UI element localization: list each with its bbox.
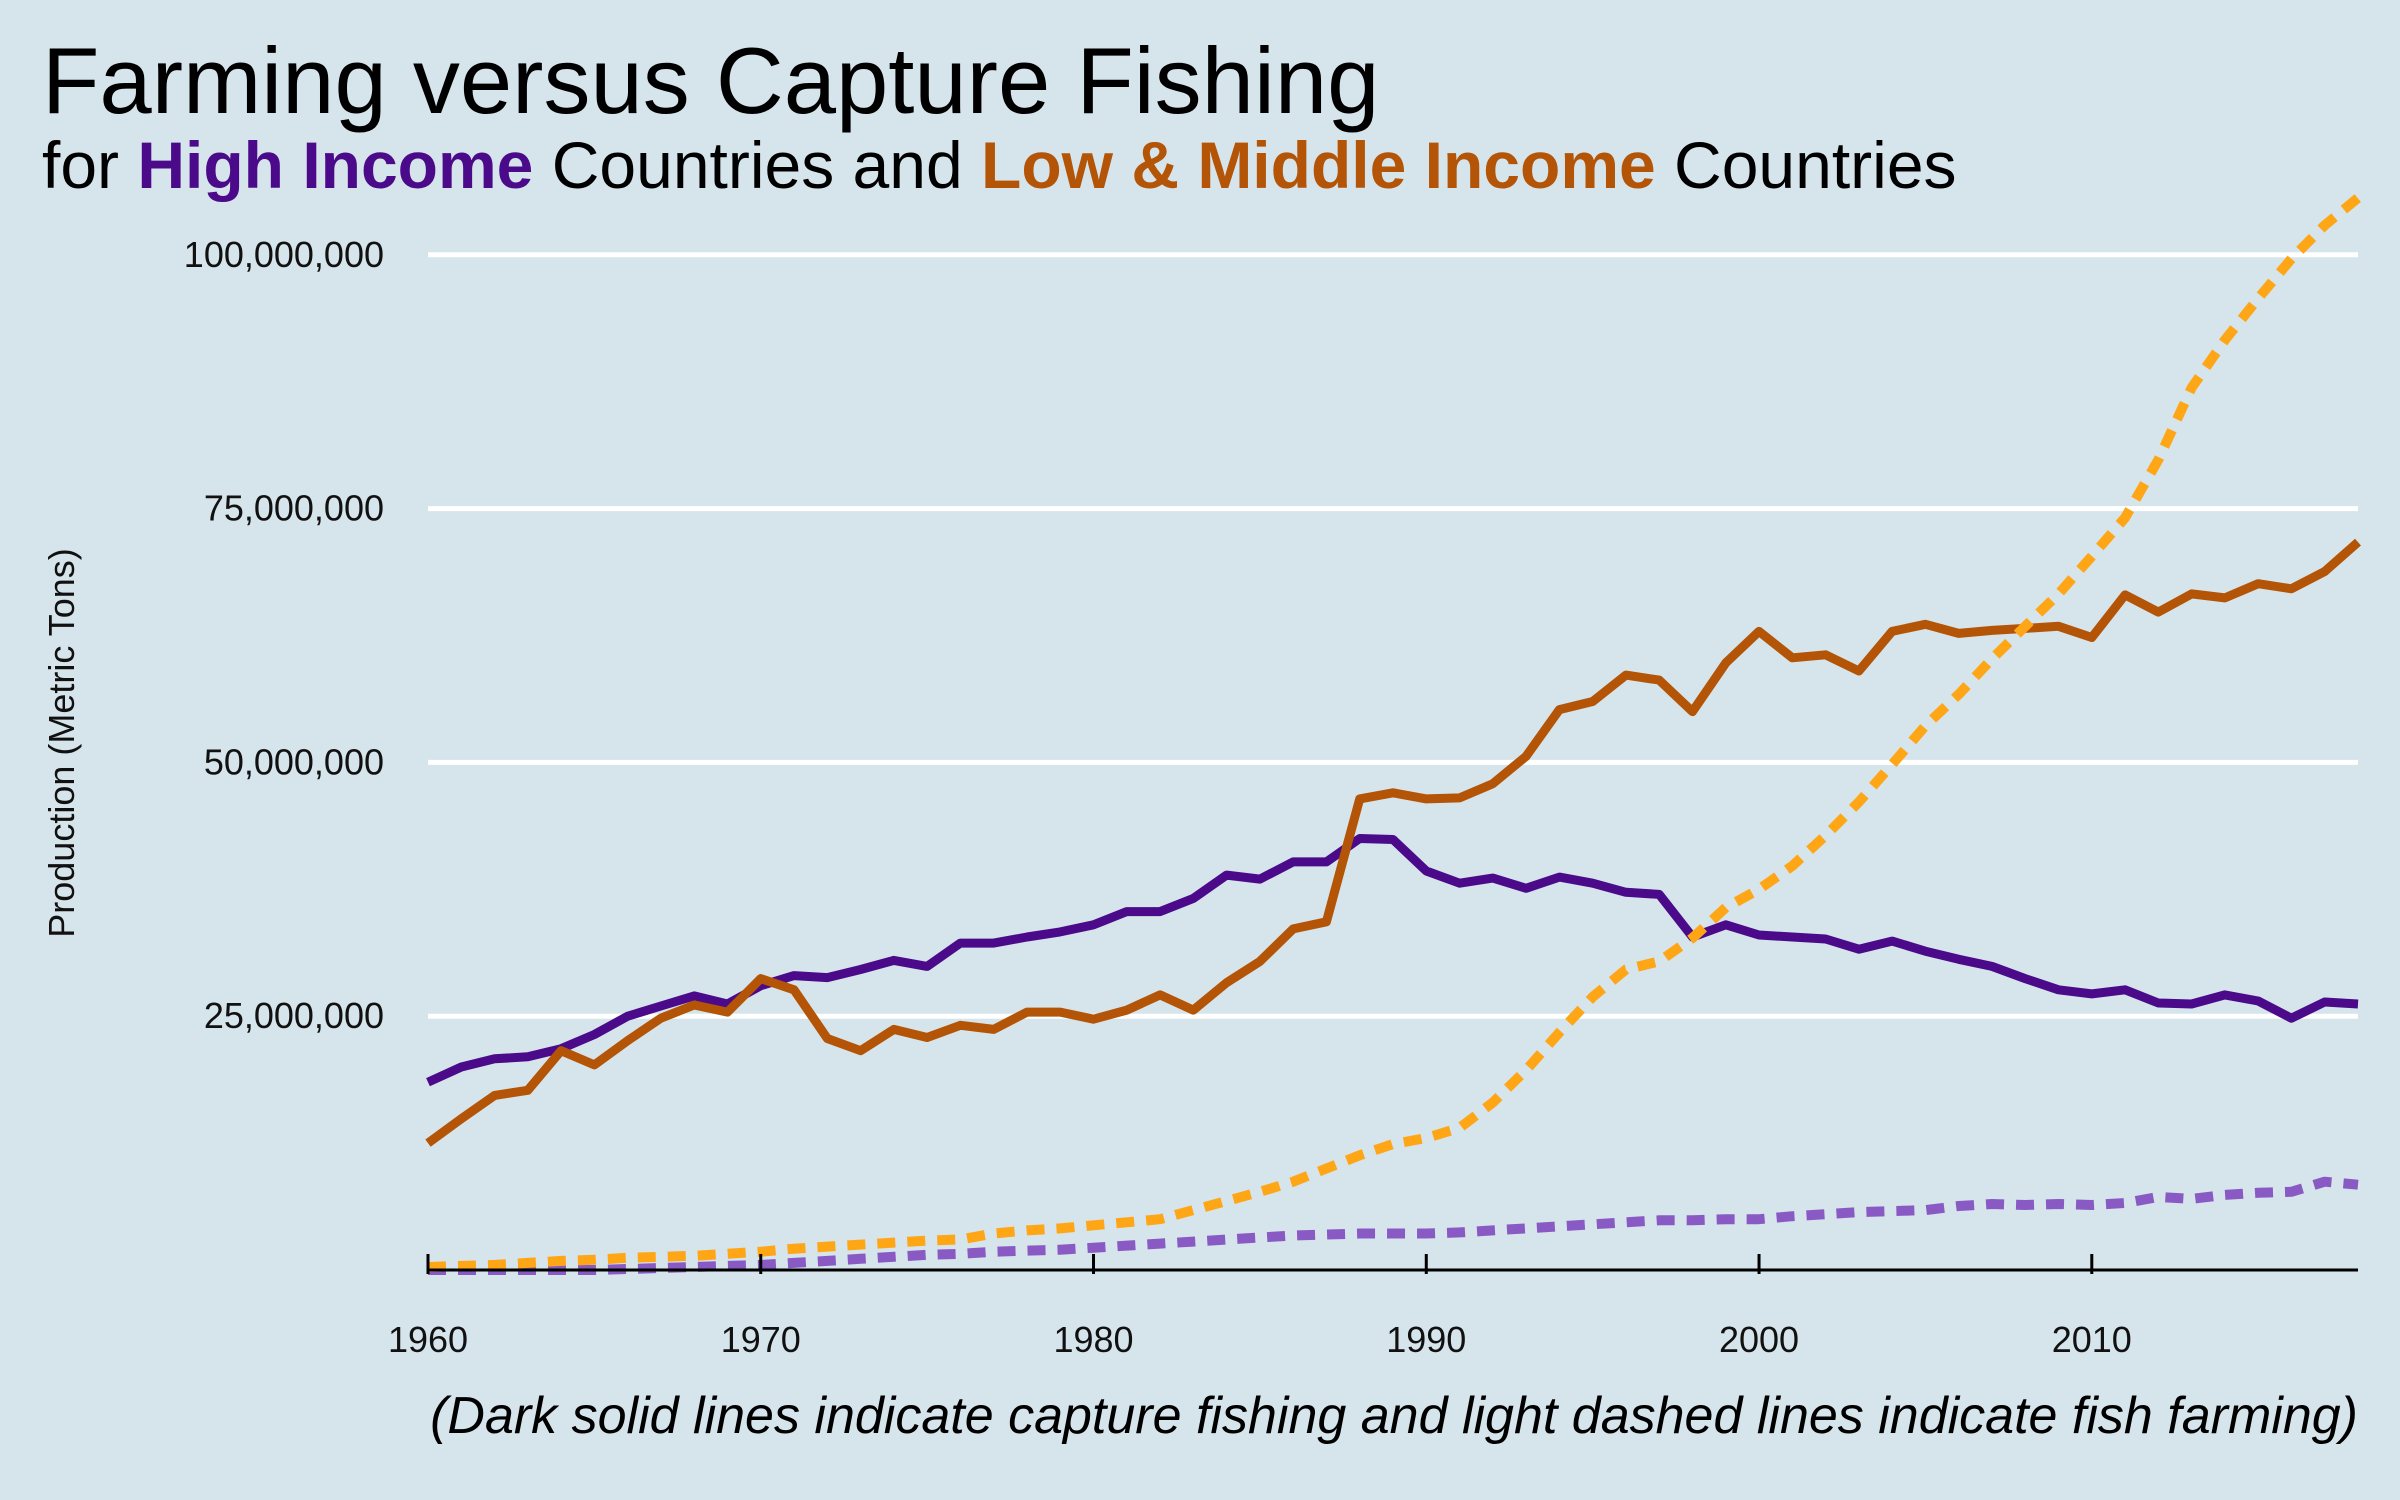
- y-tick-label: 50,000,000: [204, 741, 384, 782]
- subtitle-middle: Countries and: [533, 128, 982, 202]
- subtitle-suffix: Countries: [1655, 128, 1957, 202]
- y-tick-label: 25,000,000: [204, 995, 384, 1036]
- x-tick-label: 1970: [721, 1319, 801, 1360]
- series-low-middle-income-farming-line: [427, 194, 2362, 1272]
- chart-caption: (Dark solid lines indicate capture fishi…: [430, 1387, 2358, 1445]
- series-high-income-capture-line: [426, 834, 2359, 1087]
- x-tick-label: 2000: [1719, 1319, 1799, 1360]
- x-tick-label: 1980: [1053, 1319, 1133, 1360]
- chart-subtitle: for High Income Countries and Low & Midd…: [42, 132, 1957, 198]
- x-tick-label: 2010: [2052, 1319, 2132, 1360]
- subtitle-high-income: High Income: [137, 128, 534, 202]
- y-axis-tick-labels: 25,000,000 50,000,000 75,000,000 100,000,00…: [184, 234, 384, 1036]
- y-axis-label: Production (Metric Tons): [41, 548, 82, 937]
- chart-title: Farming versus Capture Fishing: [42, 28, 1380, 133]
- series-lines: [425, 194, 2362, 1275]
- x-tick-label: 1990: [1386, 1319, 1466, 1360]
- y-tick-label: 100,000,000: [184, 234, 384, 275]
- series-high-income-farming-line: [428, 1176, 2359, 1275]
- x-tick-label: 1960: [388, 1319, 468, 1360]
- subtitle-low-middle-income: Low & Middle Income: [981, 128, 1656, 202]
- subtitle-prefix: for: [42, 128, 138, 202]
- y-tick-label: 75,000,000: [204, 488, 384, 529]
- gridlines: [428, 252, 2358, 1019]
- x-axis: 1960 1970 1980 1990 2000 2010: [388, 1254, 2358, 1360]
- series-low-middle-income-capture-line: [425, 538, 2361, 1147]
